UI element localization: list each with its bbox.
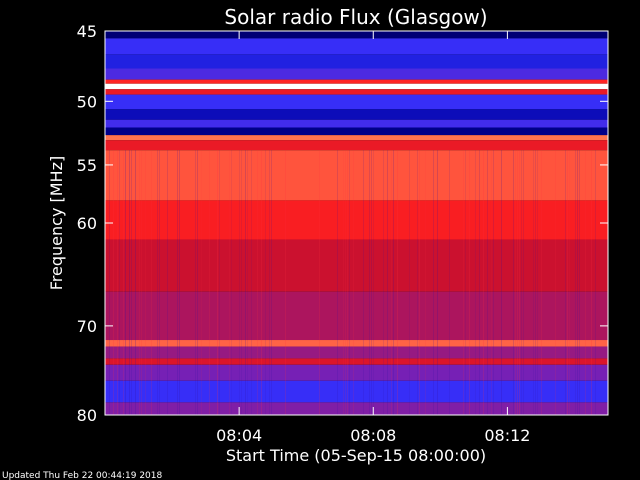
intensity-band-7 bbox=[105, 94, 608, 110]
intensity-band-4 bbox=[105, 79, 608, 84]
y-tick-label-60: 60 bbox=[77, 214, 97, 233]
intensity-band-16 bbox=[105, 291, 608, 341]
noise-texture bbox=[109, 150, 596, 415]
x-tick-label-8: 08:08 bbox=[350, 426, 396, 445]
intensity-band-20 bbox=[105, 364, 608, 381]
intensity-band-1 bbox=[105, 38, 608, 55]
intensity-band-12 bbox=[105, 140, 608, 151]
x-axis-ticks: 08:04 08:08 08:12 bbox=[216, 31, 530, 445]
intensity-band-15 bbox=[105, 239, 608, 292]
y-tick-label-55: 55 bbox=[77, 156, 97, 175]
y-tick-label-70: 70 bbox=[77, 317, 97, 336]
plot-area bbox=[105, 31, 608, 415]
x-tick-label-12: 08:12 bbox=[484, 426, 530, 445]
intensity-band-22 bbox=[105, 402, 608, 415]
intensity-band-8 bbox=[105, 109, 608, 120]
intensity-band-5 bbox=[105, 83, 608, 90]
intensity-band-19 bbox=[105, 358, 608, 365]
intensity-band-11 bbox=[105, 135, 608, 141]
intensity-band-9 bbox=[105, 119, 608, 128]
y-tick-label-80: 80 bbox=[77, 406, 97, 425]
intensity-band-17 bbox=[105, 340, 608, 347]
intensity-band-21 bbox=[105, 380, 608, 403]
intensity-band-0 bbox=[105, 31, 608, 39]
x-tick-label-4: 08:04 bbox=[216, 426, 262, 445]
intensity-band-6 bbox=[105, 89, 608, 95]
chart-title: Solar radio Flux (Glasgow) bbox=[224, 5, 487, 29]
y-axis-label: Frequency [MHz] bbox=[47, 156, 66, 290]
intensity-band-2 bbox=[105, 54, 608, 69]
intensity-band-10 bbox=[105, 127, 608, 136]
intensity-band-18 bbox=[105, 346, 608, 359]
y-tick-label-45: 45 bbox=[77, 22, 97, 41]
y-tick-label-50: 50 bbox=[77, 92, 97, 111]
x-axis-label: Start Time (05-Sep-15 08:00:00) bbox=[226, 446, 486, 465]
updated-timestamp: Updated Thu Feb 22 00:44:19 2018 bbox=[2, 471, 163, 480]
intensity-band-3 bbox=[105, 68, 608, 80]
intensity-band-13 bbox=[105, 150, 608, 201]
intensity-band-14 bbox=[105, 200, 608, 240]
y-axis-ticks: 45 50 55 60 70 80 bbox=[77, 22, 608, 425]
